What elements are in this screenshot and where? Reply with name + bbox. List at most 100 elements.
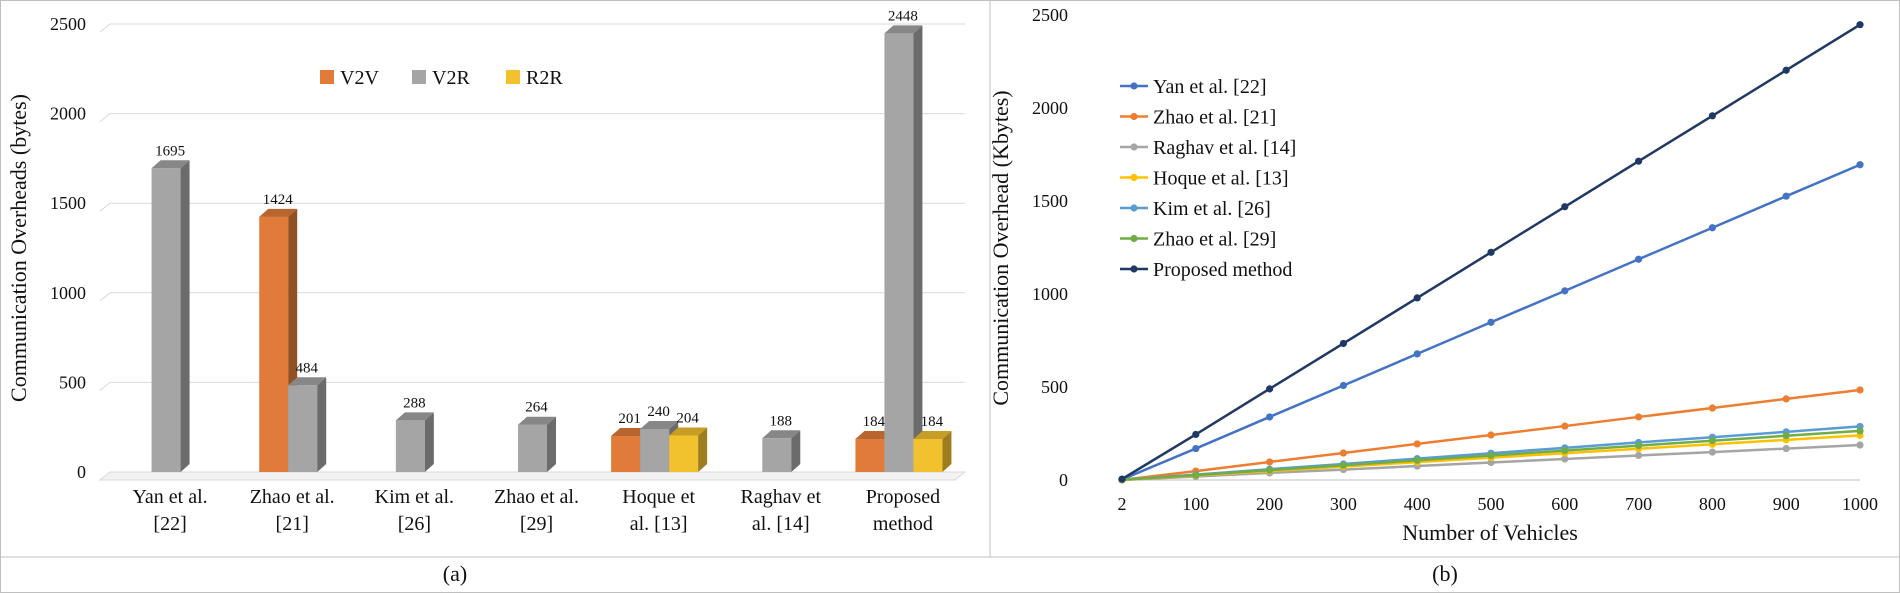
data-point — [1782, 432, 1790, 440]
bar-side — [942, 431, 952, 472]
legend-label: Kim et al. [26] — [1153, 198, 1271, 220]
bar-top — [288, 377, 327, 386]
bar-data-label: 288 — [403, 395, 426, 411]
x-tick-label: 400 — [1404, 494, 1431, 514]
data-point — [1856, 427, 1864, 435]
bar-side — [913, 25, 923, 473]
bar-top — [151, 160, 190, 169]
bar-chart-panel: 0 500 1000 1500 2000 2500 Communication Overhe… — [6, 8, 967, 535]
data-point — [1487, 431, 1495, 439]
data-point — [1266, 466, 1274, 474]
legend-swatch — [412, 70, 426, 84]
data-point — [1782, 444, 1790, 453]
legend-label: R2R — [526, 67, 563, 89]
bar-top — [640, 420, 679, 429]
data-point — [1708, 437, 1716, 445]
y-gridline-depth — [99, 113, 111, 122]
y-tick-label: 0 — [77, 462, 86, 482]
data-point — [1192, 471, 1200, 479]
data-point — [1635, 451, 1643, 460]
bar-data-label: 1424 — [263, 192, 294, 208]
y-gridline-depth — [99, 23, 111, 33]
data-point — [1782, 192, 1790, 200]
bar-front — [855, 439, 885, 472]
data-point — [1561, 447, 1569, 455]
x-tick-label: 100 — [1182, 494, 1209, 514]
legend-label: Zhao et al. [29] — [1153, 229, 1276, 251]
data-point — [1708, 112, 1716, 120]
data-point — [1635, 441, 1643, 450]
bar-top — [913, 431, 952, 440]
data-point — [1856, 386, 1864, 394]
y-tick-label: 2000 — [50, 104, 86, 124]
data-point — [1266, 458, 1274, 466]
data-point — [1708, 224, 1716, 232]
data-point — [1339, 381, 1347, 390]
bar-side — [180, 160, 190, 473]
data-point — [1561, 203, 1569, 211]
x-category-label: [26] — [398, 513, 431, 535]
data-point — [1635, 413, 1643, 421]
bar-front — [884, 33, 914, 473]
bar-data-label: 201 — [618, 411, 641, 427]
y-tick-label: 1500 — [50, 193, 86, 213]
y-axis-title: Communication Overheads (bytes) — [6, 94, 31, 402]
bar-front — [611, 435, 641, 472]
data-point — [1487, 248, 1495, 256]
data-point — [1856, 441, 1864, 449]
x-tick-label: 800 — [1699, 494, 1726, 514]
y-tick-label: 1000 — [1032, 284, 1068, 304]
legend-swatch — [506, 70, 520, 84]
data-point — [1413, 294, 1421, 302]
y-tick-label: 2000 — [1032, 98, 1068, 118]
bar-side — [424, 412, 434, 472]
y-axis-title: Communication Overhead (Kbytes) — [988, 90, 1013, 405]
data-point — [1561, 287, 1569, 295]
data-point — [1339, 461, 1347, 469]
bar-top — [855, 431, 894, 440]
bar-data-label: 240 — [647, 404, 670, 420]
data-point — [1856, 21, 1864, 29]
legend-marker — [1130, 204, 1138, 212]
data-point — [1413, 456, 1421, 464]
data-point — [1192, 430, 1200, 439]
x-category-label: [29] — [520, 513, 553, 535]
x-category-label: al. [14] — [752, 513, 810, 535]
x-tick-label: 700 — [1625, 494, 1652, 514]
bar-front — [395, 420, 425, 472]
bar-data-label: 188 — [770, 413, 793, 429]
legend-label: Raghav et al. [14] — [1153, 137, 1296, 159]
bar-top — [518, 416, 556, 425]
bar-top — [395, 412, 434, 421]
legend-label: V2V — [340, 67, 379, 89]
legend-marker — [1130, 173, 1138, 182]
bar-side — [317, 377, 327, 472]
bar-front — [669, 435, 699, 472]
line-chart-panel: 0 500 1000 1500 2000 2500 2 100 200 300 400 500 600 7… — [988, 5, 1878, 545]
legend-marker — [1130, 234, 1138, 243]
x-axis-title: Number of Vehicles — [1402, 520, 1578, 545]
legend-label: Proposed method — [1153, 259, 1292, 281]
legend-marker — [1130, 82, 1138, 90]
legend-label: Yan et al. [22] — [1153, 76, 1267, 98]
data-point — [1266, 413, 1274, 421]
bar-top — [259, 208, 298, 217]
data-point — [1635, 157, 1643, 165]
y-tick-label: 500 — [1041, 377, 1068, 397]
x-category-label: method — [873, 513, 933, 535]
legend-swatch — [320, 70, 334, 84]
data-point — [1856, 161, 1864, 169]
data-point — [1708, 448, 1716, 456]
data-point — [1487, 318, 1495, 326]
data-point — [1266, 385, 1274, 393]
x-category-label: Hoque et — [622, 486, 695, 508]
x-tick-label: 500 — [1478, 494, 1505, 514]
x-tick-label: 600 — [1551, 494, 1578, 514]
bar-data-label: 2448 — [888, 8, 918, 24]
x-tick-label: 200 — [1256, 494, 1283, 514]
data-point — [1635, 255, 1643, 263]
data-point — [1561, 455, 1569, 463]
x-tick-label: 300 — [1330, 494, 1357, 514]
bar-side — [698, 427, 708, 472]
